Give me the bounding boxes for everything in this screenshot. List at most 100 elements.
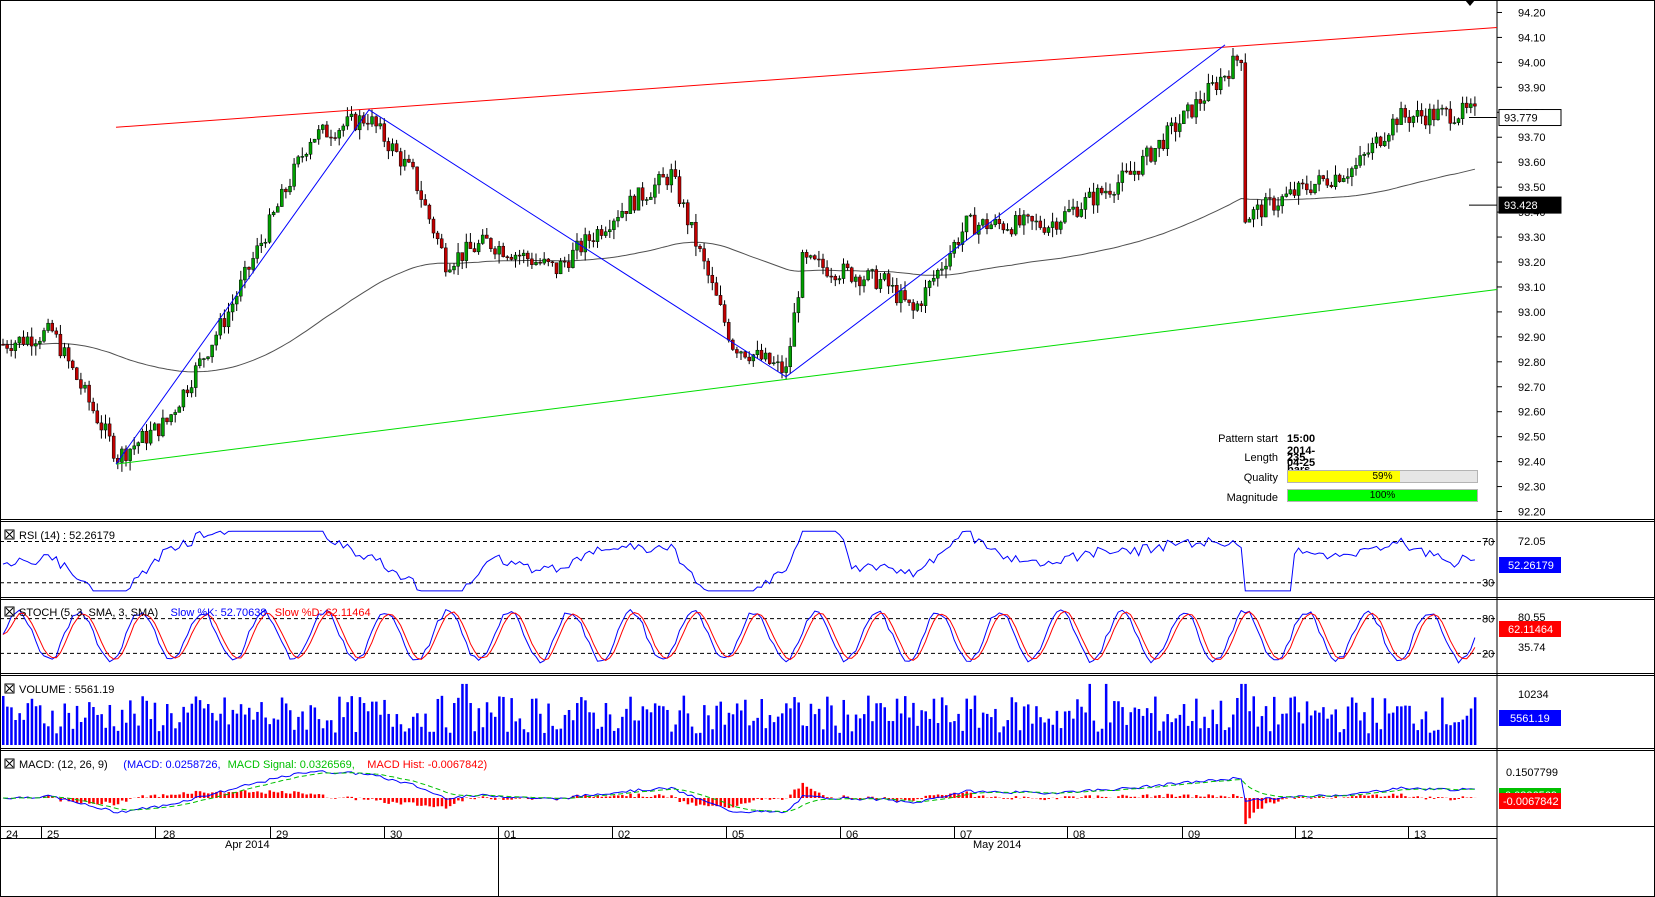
volume-bar xyxy=(1006,720,1009,745)
candle-body xyxy=(337,130,341,139)
macd-hist-bar xyxy=(96,798,99,805)
candle-body xyxy=(189,387,194,394)
volume-bar xyxy=(1035,706,1038,745)
macd-panel-title-1: (MACD: 0.0258726, xyxy=(123,759,220,771)
x-tick-label-1: 25 xyxy=(47,829,59,841)
volume-bar xyxy=(1063,711,1067,745)
candle-body xyxy=(1161,139,1166,150)
macd-hist-bar xyxy=(1014,796,1018,798)
volume-bar xyxy=(1031,723,1034,745)
volume-bar xyxy=(399,724,403,745)
candle-body xyxy=(480,234,485,244)
volume-bar xyxy=(1318,712,1321,745)
y-tick-label-15: 92.70 xyxy=(1518,382,1546,394)
macd-hist-bar xyxy=(1027,797,1030,798)
rsi-panel-close-icon xyxy=(5,530,14,539)
volume-bar xyxy=(1002,726,1005,745)
macd-hist-bar xyxy=(1010,798,1014,800)
volume-bar xyxy=(973,695,977,745)
volume-bar xyxy=(1420,719,1424,745)
candle-body xyxy=(960,231,965,245)
macd-hist-bar xyxy=(174,794,177,798)
volume-bar xyxy=(1396,706,1399,745)
volume-bar xyxy=(174,728,177,745)
candle-body xyxy=(571,249,575,268)
volume-bar xyxy=(768,715,772,745)
volume-bar xyxy=(436,698,440,745)
candle-body xyxy=(1046,227,1051,233)
macd-hist-bar xyxy=(366,798,370,800)
candle-body xyxy=(1432,108,1436,121)
volume-bar xyxy=(202,708,206,745)
candle-body xyxy=(915,303,920,311)
macd-hist-bar xyxy=(1219,795,1223,798)
candle-body xyxy=(353,113,358,131)
candle-body xyxy=(1317,175,1321,185)
candle-body xyxy=(1198,99,1202,104)
candle-body xyxy=(1366,152,1371,155)
volume-bar xyxy=(129,700,132,745)
volume-bar xyxy=(547,703,550,745)
volume-bar xyxy=(1248,711,1251,745)
macd-hist-bar xyxy=(284,793,288,798)
macd-hist-bar xyxy=(973,797,977,798)
candle-body xyxy=(66,347,71,362)
volume-bar xyxy=(518,718,522,745)
macd-hist-bar xyxy=(1342,797,1346,798)
candle-body xyxy=(513,254,518,260)
candle-body xyxy=(476,243,481,253)
macd-hist-bar xyxy=(514,798,517,799)
volume-bar xyxy=(112,726,116,745)
volume-bar xyxy=(998,732,1001,745)
candle-body xyxy=(1194,99,1198,118)
y-tick-label-6: 93.60 xyxy=(1518,157,1546,169)
candle-body xyxy=(685,202,690,226)
volume-bar xyxy=(137,725,140,745)
volume-bar xyxy=(559,728,563,745)
candle-body xyxy=(284,188,288,193)
volume-bar xyxy=(633,720,636,745)
volume-bar xyxy=(276,719,280,745)
volume-bar xyxy=(920,710,923,745)
volume-bar xyxy=(990,717,993,745)
candle-body xyxy=(1464,102,1469,108)
month-label-may: May 2014 xyxy=(973,839,1021,851)
macd-hist-bar xyxy=(1022,796,1026,798)
volume-bar xyxy=(104,727,107,745)
quality-bar: 59% xyxy=(1287,470,1478,483)
candle-body xyxy=(1005,229,1010,231)
volume-bar xyxy=(846,714,850,745)
volume-bar xyxy=(1326,718,1329,745)
macd-hist-bar xyxy=(981,795,985,798)
candle-body xyxy=(472,248,477,253)
candle-body xyxy=(280,188,284,207)
candle-body xyxy=(772,362,776,364)
volume-bar xyxy=(625,708,628,745)
candle-body xyxy=(956,242,961,245)
volume-bar xyxy=(494,716,497,745)
macd-hist-bar xyxy=(969,792,973,798)
macd-hist-bar xyxy=(190,793,194,798)
candle-body xyxy=(538,261,542,264)
volume-bar xyxy=(43,723,46,745)
candle-body xyxy=(54,330,59,335)
volume-bar xyxy=(317,719,321,745)
volume-bar xyxy=(1170,722,1173,745)
candle-body xyxy=(665,176,669,186)
macd-hist-bar xyxy=(92,798,95,804)
candle-body xyxy=(509,256,514,260)
candle-body xyxy=(567,261,571,268)
volume-bar xyxy=(1424,711,1428,745)
candle-body xyxy=(259,242,264,247)
macd-hist-bar xyxy=(961,792,964,798)
macd-hist-bar xyxy=(1117,796,1120,798)
volume-bar xyxy=(629,696,632,745)
macd-hist-bar xyxy=(116,798,120,805)
macd-hist-bar xyxy=(387,798,390,804)
macd-hist-bar xyxy=(1264,798,1268,804)
candle-body xyxy=(825,267,829,277)
candle-body xyxy=(325,124,329,138)
candle-body xyxy=(854,276,858,282)
macd-hist-bar xyxy=(1383,796,1387,798)
volume-bar xyxy=(309,705,312,745)
